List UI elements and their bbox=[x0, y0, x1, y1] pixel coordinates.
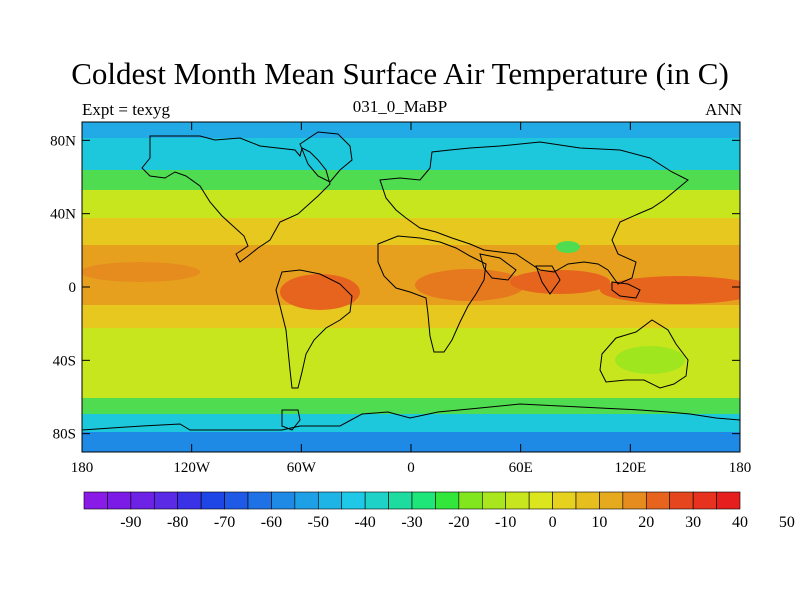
colorbar-label: 20 bbox=[638, 514, 654, 531]
coast-eurasia bbox=[379, 141, 689, 285]
lon-tick-label: 0 bbox=[407, 460, 415, 476]
colorbar-swatch bbox=[599, 491, 624, 510]
colorbar-label: -60 bbox=[261, 514, 282, 531]
lat-tick-label: 0 bbox=[69, 280, 77, 296]
colorbar-swatch bbox=[294, 491, 319, 510]
field-australia-mild bbox=[615, 346, 685, 374]
colorbar-swatch bbox=[130, 491, 155, 510]
colorbar-swatch bbox=[505, 491, 530, 510]
field-hot-west bbox=[82, 262, 200, 282]
coast-australia bbox=[599, 319, 689, 389]
colorbar-label: -10 bbox=[495, 514, 516, 531]
colorbar-swatch bbox=[364, 491, 389, 510]
colorbar-label: -40 bbox=[354, 514, 375, 531]
colorbar-swatch bbox=[575, 491, 600, 510]
colorbar-swatch bbox=[224, 491, 249, 510]
temperature-field bbox=[82, 122, 740, 452]
colorbar-swatch bbox=[200, 491, 225, 510]
coast-india bbox=[535, 265, 561, 295]
longitude-axis: 180 120W 60W 0 60E 120E 180 bbox=[71, 122, 752, 476]
colorbar-swatch bbox=[622, 491, 647, 510]
coast-north-america bbox=[141, 135, 331, 263]
colorbar-label: -30 bbox=[401, 514, 422, 531]
lat-tick-label: 80S bbox=[53, 427, 76, 443]
colorbar-swatch bbox=[716, 491, 741, 510]
lon-tick-label: 120E bbox=[614, 460, 646, 476]
lon-tick-label: 180 bbox=[71, 460, 94, 476]
colorbar-swatch bbox=[271, 491, 296, 510]
colorbar-swatch bbox=[528, 491, 553, 510]
colorbar-label: 30 bbox=[685, 514, 701, 531]
field-south-polar bbox=[82, 432, 740, 452]
lat-tick-label: 40S bbox=[53, 353, 76, 369]
coast-arabia bbox=[479, 253, 517, 281]
coast-antarctic-peninsula bbox=[281, 409, 301, 431]
colorbar-label: -50 bbox=[308, 514, 329, 531]
colorbar-label: -20 bbox=[448, 514, 469, 531]
coast-africa bbox=[377, 235, 487, 353]
colorbar-label: -80 bbox=[167, 514, 188, 531]
colorbar-swatch bbox=[153, 491, 179, 510]
latitude-axis: 80N 40N 0 40S 80S bbox=[50, 133, 740, 443]
colorbar-label: 40 bbox=[732, 514, 748, 531]
colorbar-swatch bbox=[645, 491, 671, 510]
coastlines bbox=[82, 131, 740, 452]
colorbar-label: 10 bbox=[591, 514, 607, 531]
colorbar: -90 -80 -70 -60 -50 -40 -30 -20 -10 0 10 20 30 40 50 bbox=[83, 491, 795, 531]
lat-tick-label: 80N bbox=[50, 133, 76, 149]
lon-tick-label: 60E bbox=[509, 460, 533, 476]
colorbar-label: 0 bbox=[549, 514, 557, 531]
colorbar-label: 50 bbox=[779, 514, 795, 531]
field-cool-anomaly bbox=[556, 241, 580, 253]
colorbar-swatch bbox=[481, 491, 507, 510]
lon-tick-label: 120W bbox=[173, 460, 211, 476]
colorbar-swatch bbox=[107, 491, 132, 510]
period-label: ANN bbox=[705, 100, 742, 119]
lon-tick-label: 60W bbox=[287, 460, 317, 476]
colorbar-swatch bbox=[435, 491, 460, 510]
time-label: 031_0_MaBP bbox=[352, 97, 448, 116]
colorbar-swatch bbox=[669, 491, 694, 510]
colorbar-swatch bbox=[411, 491, 436, 510]
colorbar-label: -90 bbox=[120, 514, 141, 531]
colorbar-swatch bbox=[692, 491, 717, 510]
colorbar-swatch bbox=[247, 491, 272, 510]
experiment-label: Expt = texyg bbox=[82, 100, 170, 119]
colorbar-swatch bbox=[177, 491, 202, 510]
coast-greenland bbox=[299, 131, 353, 183]
colorbar-label: -70 bbox=[214, 514, 235, 531]
lat-tick-label: 40N bbox=[50, 207, 76, 223]
coast-southeast-asia bbox=[611, 281, 641, 299]
field-hot-pacific bbox=[600, 276, 740, 304]
map-title: Coldest Month Mean Surface Air Temperatu… bbox=[71, 56, 729, 91]
colorbar-swatch bbox=[83, 491, 108, 510]
field-hot-east bbox=[510, 270, 610, 294]
colorbar-swatch bbox=[341, 491, 366, 510]
coast-south-america bbox=[275, 269, 353, 389]
field-hot-africa bbox=[415, 269, 525, 301]
colorbar-swatch bbox=[388, 491, 413, 510]
field-hot-south-america bbox=[280, 274, 360, 310]
colorbar-swatch bbox=[458, 491, 483, 510]
colorbar-swatch bbox=[317, 491, 343, 510]
lon-tick-label: 180 bbox=[729, 460, 752, 476]
colorbar-swatch bbox=[552, 491, 577, 510]
